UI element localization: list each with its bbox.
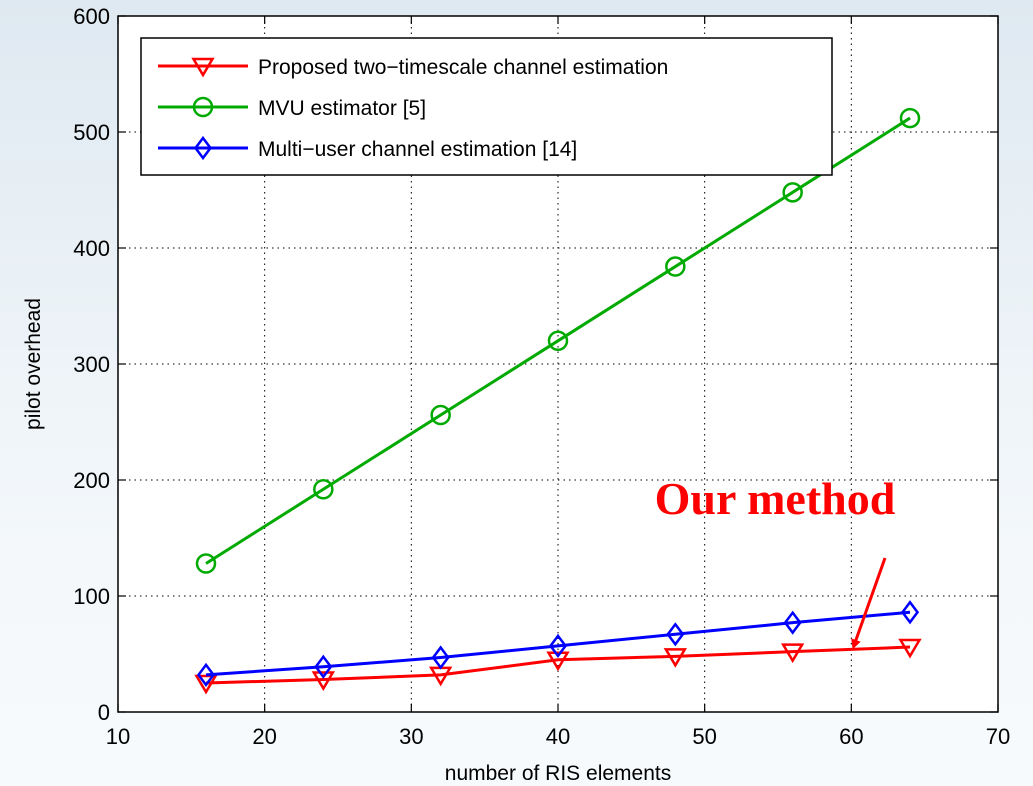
x-axis-title: number of RIS elements <box>445 762 671 785</box>
y-tick-label: 300 <box>73 352 110 377</box>
data-point <box>665 256 686 277</box>
data-point <box>782 182 803 203</box>
data-point <box>313 479 334 500</box>
y-tick-label: 100 <box>73 584 110 609</box>
annotation-our-method: Our method <box>655 473 896 524</box>
x-tick-label: 20 <box>252 724 276 749</box>
series-2 <box>196 600 920 687</box>
data-point <box>548 633 568 658</box>
y-tick-label: 0 <box>98 700 110 725</box>
legend-box <box>140 37 833 176</box>
x-tick-label: 10 <box>106 724 130 749</box>
data-point <box>780 643 805 664</box>
legend-label: Multi−user channel estimation [14] <box>258 138 577 161</box>
x-tick-label: 50 <box>692 724 716 749</box>
annotation: Our method <box>655 473 896 650</box>
legend-entry: MVU estimator [5] <box>158 96 426 120</box>
data-point <box>195 553 217 574</box>
data-point <box>900 600 920 625</box>
data-point <box>194 674 218 695</box>
data-point <box>311 671 336 691</box>
ticks: 10 20 30 40 50 60 70 0 100 200 300 400 500 600 <box>73 4 1010 749</box>
data-point <box>898 638 922 659</box>
data-point <box>663 648 688 668</box>
legend-entry: Multi−user channel estimation [14] <box>158 135 577 161</box>
series-1 <box>195 107 921 574</box>
x-tick-label: 70 <box>986 724 1010 749</box>
data-point <box>431 645 450 670</box>
annotation-arrow <box>851 557 887 650</box>
data-point <box>783 610 802 635</box>
series-line <box>205 116 911 565</box>
y-tick-label: 600 <box>73 4 110 29</box>
x-tick-label: 40 <box>546 724 570 749</box>
y-tick-label: 200 <box>73 468 110 493</box>
legend-marker <box>192 96 214 118</box>
data-point <box>666 622 685 647</box>
series-layer <box>194 107 922 695</box>
y-axis-title: pilot overhead <box>22 298 45 430</box>
x-tick-label: 60 <box>839 724 863 749</box>
series-line <box>205 645 911 685</box>
legend-entry: Proposed two−timescale channel estimatio… <box>158 56 668 79</box>
data-point <box>546 651 570 672</box>
legend-marker <box>191 57 215 78</box>
data-point <box>547 330 569 352</box>
data-point <box>430 404 451 426</box>
x-tick-label: 30 <box>399 724 423 749</box>
legend-label: MVU estimator [5] <box>258 97 426 120</box>
data-point <box>196 662 216 687</box>
y-tick-label: 500 <box>73 120 110 145</box>
legend: Proposed two−timescale channel estimatio… <box>140 37 833 176</box>
data-point <box>314 654 333 679</box>
legend-label: Proposed two−timescale channel estimatio… <box>258 56 668 79</box>
data-point <box>899 107 921 129</box>
y-tick-label: 400 <box>73 236 110 261</box>
legend-marker <box>193 135 213 161</box>
series-line <box>205 610 911 677</box>
